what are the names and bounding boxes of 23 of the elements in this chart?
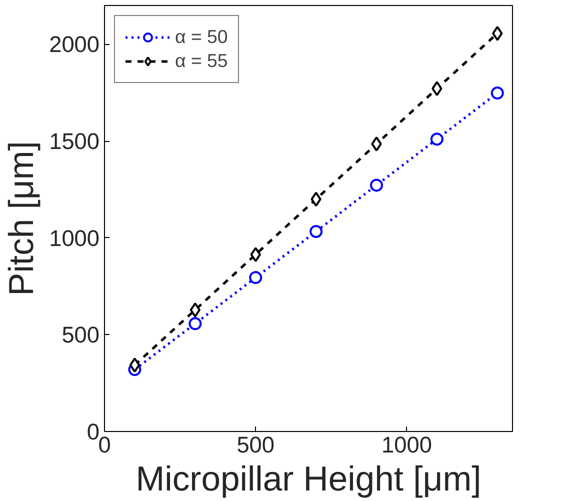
y-tick-label: 500 xyxy=(62,322,100,348)
x-tick-label: 500 xyxy=(236,432,275,458)
x-tick-label: 1000 xyxy=(382,432,432,458)
point xyxy=(370,178,383,192)
legend-label: α = 50 xyxy=(175,26,228,48)
point xyxy=(490,86,504,100)
point xyxy=(249,271,262,284)
y-tick-label: 1500 xyxy=(49,128,100,154)
point xyxy=(129,358,140,373)
point xyxy=(310,192,322,207)
point xyxy=(188,317,202,330)
y-tick-label: 2000 xyxy=(49,31,100,58)
point xyxy=(430,132,444,146)
point xyxy=(492,26,503,41)
y-tick-label: 1000 xyxy=(49,224,100,251)
point xyxy=(190,302,200,318)
point xyxy=(310,224,323,238)
y-axis-title: Pitch [μm] xyxy=(3,141,42,296)
point xyxy=(371,136,382,152)
x-axis-title: Micropillar Height [μm] xyxy=(136,460,482,498)
legend-label: α = 55 xyxy=(175,50,228,72)
point xyxy=(432,81,442,96)
point xyxy=(250,247,261,262)
